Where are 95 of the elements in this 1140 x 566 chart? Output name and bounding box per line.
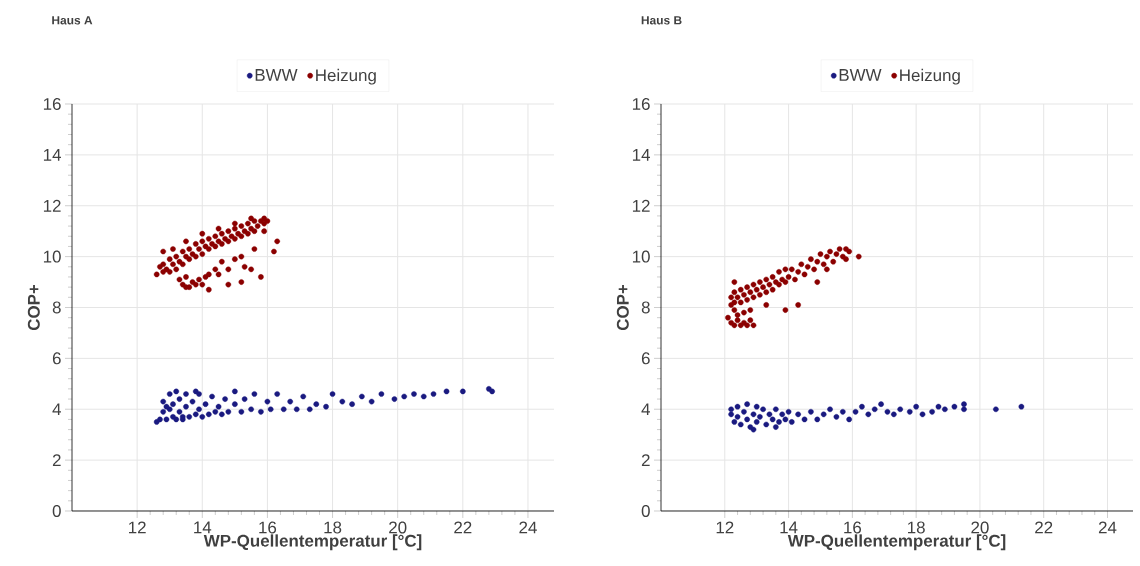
y-tick-label: 8 [641,301,650,314]
chart-title: Haus B [641,16,682,25]
point [763,421,770,428]
y-tick-label: 2 [641,454,650,467]
y-tick-label: 12 [632,199,650,212]
x-tick-label: 14 [194,521,212,534]
point [814,416,821,423]
point [846,416,852,423]
point [782,416,789,423]
point [788,419,795,425]
point [753,403,760,410]
y-tick-label: 10 [632,250,650,263]
point [795,411,801,418]
point [744,416,750,423]
x-tick-label: 12 [129,521,146,534]
point [897,406,903,413]
x-tick-label: 22 [1035,521,1053,534]
point [878,401,884,407]
y-tick-label: 6 [52,352,61,365]
point [731,419,738,425]
y-tick-label: 10 [43,250,61,263]
y-tick-label: 14 [43,149,61,161]
y-tick-label: 14 [632,149,650,161]
x-tick-label: 24 [1098,521,1117,534]
point [728,406,734,413]
point [741,408,747,415]
legend-label: Heizung [316,68,376,85]
point [734,414,741,420]
y-tick-label: 2 [52,454,61,467]
point [961,401,967,407]
point [744,401,750,407]
point [785,408,792,415]
point [750,411,757,418]
point [852,408,859,415]
y-tick-label: 0 [52,504,61,517]
point [993,406,999,413]
point [906,408,913,415]
chart-title: Haus A [52,16,93,25]
point [935,403,942,410]
point [769,416,776,423]
point [884,408,891,415]
x-tick-label: 18 [908,521,925,534]
y-axis-title: COP+ [616,284,629,331]
point [859,403,865,410]
point [951,403,958,410]
x-axis-title: WP-Quellentemperatur [°C] [203,534,422,551]
point [801,416,808,423]
x-tick-label: 22 [454,521,472,534]
y-tick-label: 0 [641,504,650,517]
point [808,408,814,415]
legend-label: BWW [839,69,882,81]
point [773,424,779,430]
y-tick-label: 8 [52,301,61,314]
x-tick-label: 20 [389,521,407,534]
x-tick-label: 12 [716,521,734,534]
x-tick-label: 18 [324,521,342,534]
point [750,426,757,433]
y-tick-label: 16 [43,97,61,110]
point [734,403,741,410]
x-tick-label: 14 [780,521,798,534]
point [776,419,782,425]
point [728,411,734,418]
legend-label: BWW [255,69,298,81]
point [753,419,760,425]
point [833,414,840,420]
x-tick-label: 16 [259,521,277,534]
point [820,411,827,418]
point [840,408,846,415]
y-tick-label: 12 [43,199,61,212]
y-tick-label: 6 [641,352,650,365]
y-tick-label: 16 [632,97,650,110]
legend-label: Heizung [900,68,960,85]
y-tick-label: 4 [52,403,61,416]
point [737,421,744,428]
point [773,406,779,413]
point [827,406,833,413]
x-tick-label: 16 [844,521,862,534]
point [766,411,773,418]
point [757,414,763,420]
point [760,406,766,413]
point [1018,403,1025,410]
point [871,406,878,413]
x-tick-label: 24 [519,521,537,534]
x-axis-title: WP-Quellentemperatur [°C] [787,534,1006,551]
y-axis-title: COP+ [27,284,40,331]
point [919,411,926,418]
point [961,406,967,413]
point [913,403,919,410]
point [779,411,785,418]
y-tick-label: 4 [641,403,650,416]
point [942,406,948,413]
point [929,408,935,415]
point [891,411,897,418]
x-tick-label: 20 [971,521,989,534]
point [865,411,872,418]
